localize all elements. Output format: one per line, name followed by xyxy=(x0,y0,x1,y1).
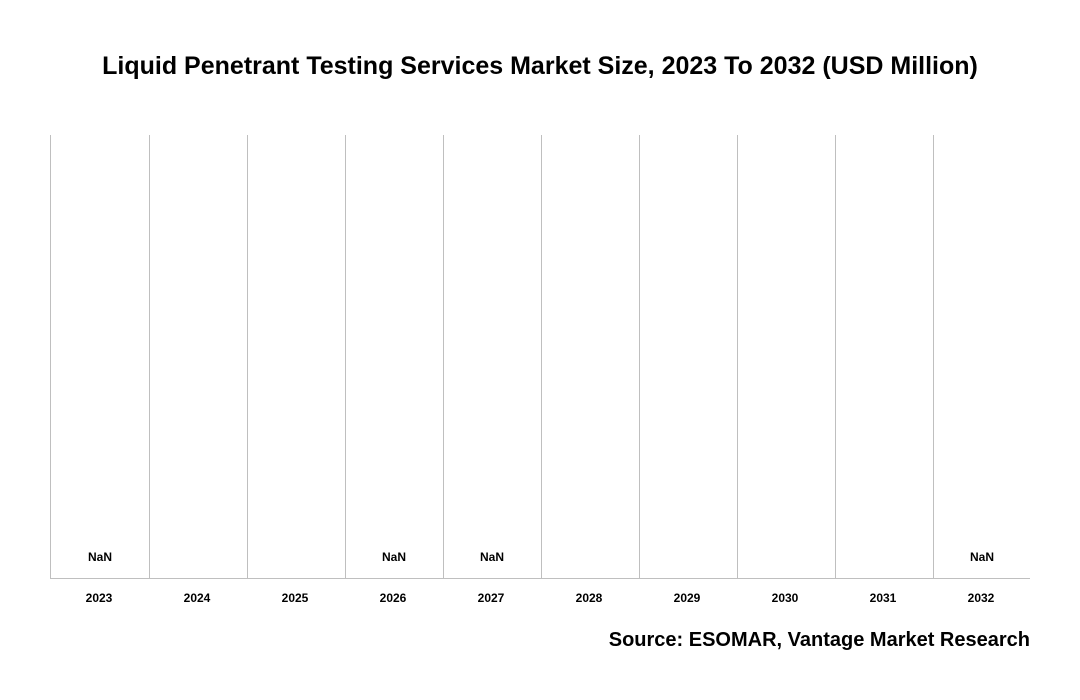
value-label: NaN xyxy=(382,550,406,564)
chart-title: Liquid Penetrant Testing Services Market… xyxy=(0,52,1080,81)
gridline xyxy=(835,135,836,578)
source-attribution: Source: ESOMAR, Vantage Market Research xyxy=(609,629,1030,652)
x-axis-label: 2032 xyxy=(968,591,995,605)
x-axis-label: 2027 xyxy=(478,591,505,605)
x-axis-label: 2029 xyxy=(674,591,701,605)
x-axis-label: 2026 xyxy=(380,591,407,605)
chart-container: Liquid Penetrant Testing Services Market… xyxy=(0,0,1080,700)
x-axis-label: 2024 xyxy=(184,591,211,605)
gridline xyxy=(443,135,444,578)
gridline xyxy=(149,135,150,578)
gridline xyxy=(933,135,934,578)
x-axis-label: 2030 xyxy=(772,591,799,605)
value-label: NaN xyxy=(88,550,112,564)
gridline xyxy=(639,135,640,578)
value-label: NaN xyxy=(970,550,994,564)
x-axis-label: 2025 xyxy=(282,591,309,605)
x-axis-label: 2031 xyxy=(870,591,897,605)
x-axis-label: 2028 xyxy=(576,591,603,605)
x-axis-label: 2023 xyxy=(86,591,113,605)
plot-area: NaN NaN NaN NaN xyxy=(50,135,1030,579)
value-label: NaN xyxy=(480,550,504,564)
gridline xyxy=(345,135,346,578)
gridline xyxy=(541,135,542,578)
gridline xyxy=(737,135,738,578)
gridline xyxy=(247,135,248,578)
